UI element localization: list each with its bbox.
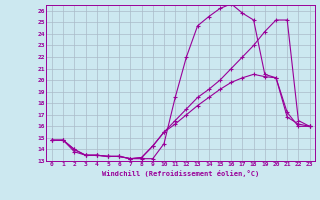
- X-axis label: Windchill (Refroidissement éolien,°C): Windchill (Refroidissement éolien,°C): [102, 170, 260, 177]
